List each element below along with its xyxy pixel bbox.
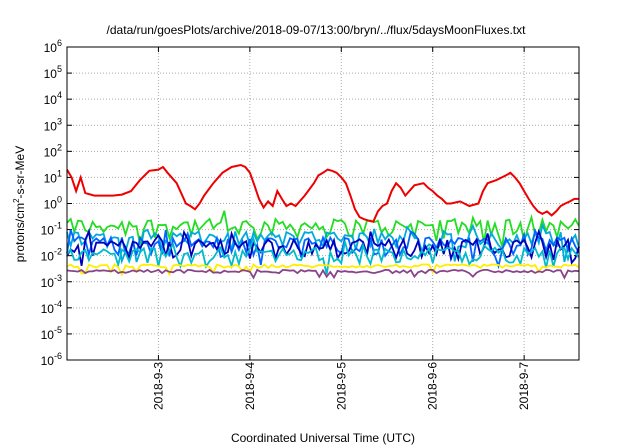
- y-tick-label: 103: [44, 116, 62, 133]
- series-line: [66, 228, 580, 266]
- y-tick-label: 10-5: [41, 325, 62, 342]
- y-tick-label: 101: [44, 168, 62, 185]
- series-line: [66, 210, 580, 247]
- x-tick-label: 2018-9-5: [334, 362, 348, 410]
- y-tick-label: 104: [44, 90, 62, 107]
- grid: [67, 46, 579, 361]
- y-tick-label: 10-6: [41, 351, 62, 368]
- chart-title: /data/run/goesPlots/archive/2018-09-07/1…: [107, 23, 527, 37]
- series-line: [66, 268, 580, 280]
- y-tick-label: 100: [44, 195, 62, 212]
- x-tick-labels: 2018-9-3 2018-9-4 2018-9-5 2018-9-6 2018-9-7: [151, 362, 531, 410]
- series-line: [66, 163, 579, 223]
- y-tick-label: 10-3: [41, 273, 62, 290]
- plot-frame: [66, 46, 580, 361]
- y-tick-label: 10-2: [41, 247, 62, 264]
- x-tick-label: 2018-9-4: [243, 362, 257, 410]
- y-tick-labels: 10-6 10-5 10-4 10-3 10-2 10-1 100 101 102 103 104 1…: [41, 38, 62, 368]
- y-axis-label: protons/cm2-s-sr-MeV: [12, 146, 27, 262]
- y-tick-label: 10-4: [41, 299, 62, 316]
- x-tick-label: 2018-9-3: [151, 362, 165, 410]
- y-tick-label: 10-1: [41, 221, 62, 238]
- x-tick-label: 2018-9-6: [426, 362, 440, 410]
- y-tick-label: 106: [44, 38, 62, 55]
- series-line: [66, 263, 580, 277]
- x-tick-label: 2018-9-7: [517, 362, 531, 410]
- series-line: [66, 235, 580, 275]
- y-tick-label: 102: [44, 142, 62, 159]
- series-line: [66, 227, 580, 270]
- x-axis-label: Coordinated Universal Time (UTC): [231, 431, 415, 445]
- y-tick-label: 105: [44, 64, 62, 81]
- series-lines: [66, 163, 580, 280]
